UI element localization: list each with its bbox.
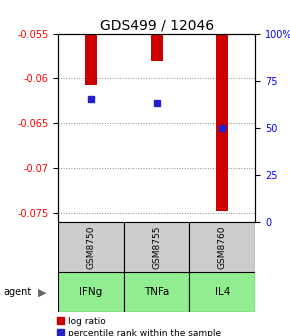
Bar: [189, 272, 255, 312]
Bar: [58, 222, 124, 272]
Text: TNFa: TNFa: [144, 287, 169, 297]
Text: GSM8760: GSM8760: [218, 225, 227, 269]
Text: GSM8750: GSM8750: [86, 225, 95, 269]
Text: ▶: ▶: [38, 287, 46, 297]
Bar: [124, 222, 189, 272]
Bar: [124, 272, 189, 312]
Bar: [216, 34, 228, 211]
Text: agent: agent: [3, 287, 31, 297]
Bar: [58, 272, 124, 312]
Title: GDS499 / 12046: GDS499 / 12046: [99, 18, 214, 33]
Text: GSM8755: GSM8755: [152, 225, 161, 269]
Bar: [151, 34, 162, 61]
Bar: [85, 34, 97, 85]
Text: IL4: IL4: [215, 287, 230, 297]
Legend: log ratio, percentile rank within the sample: log ratio, percentile rank within the sa…: [57, 317, 221, 336]
Text: IFNg: IFNg: [79, 287, 102, 297]
Bar: [189, 222, 255, 272]
